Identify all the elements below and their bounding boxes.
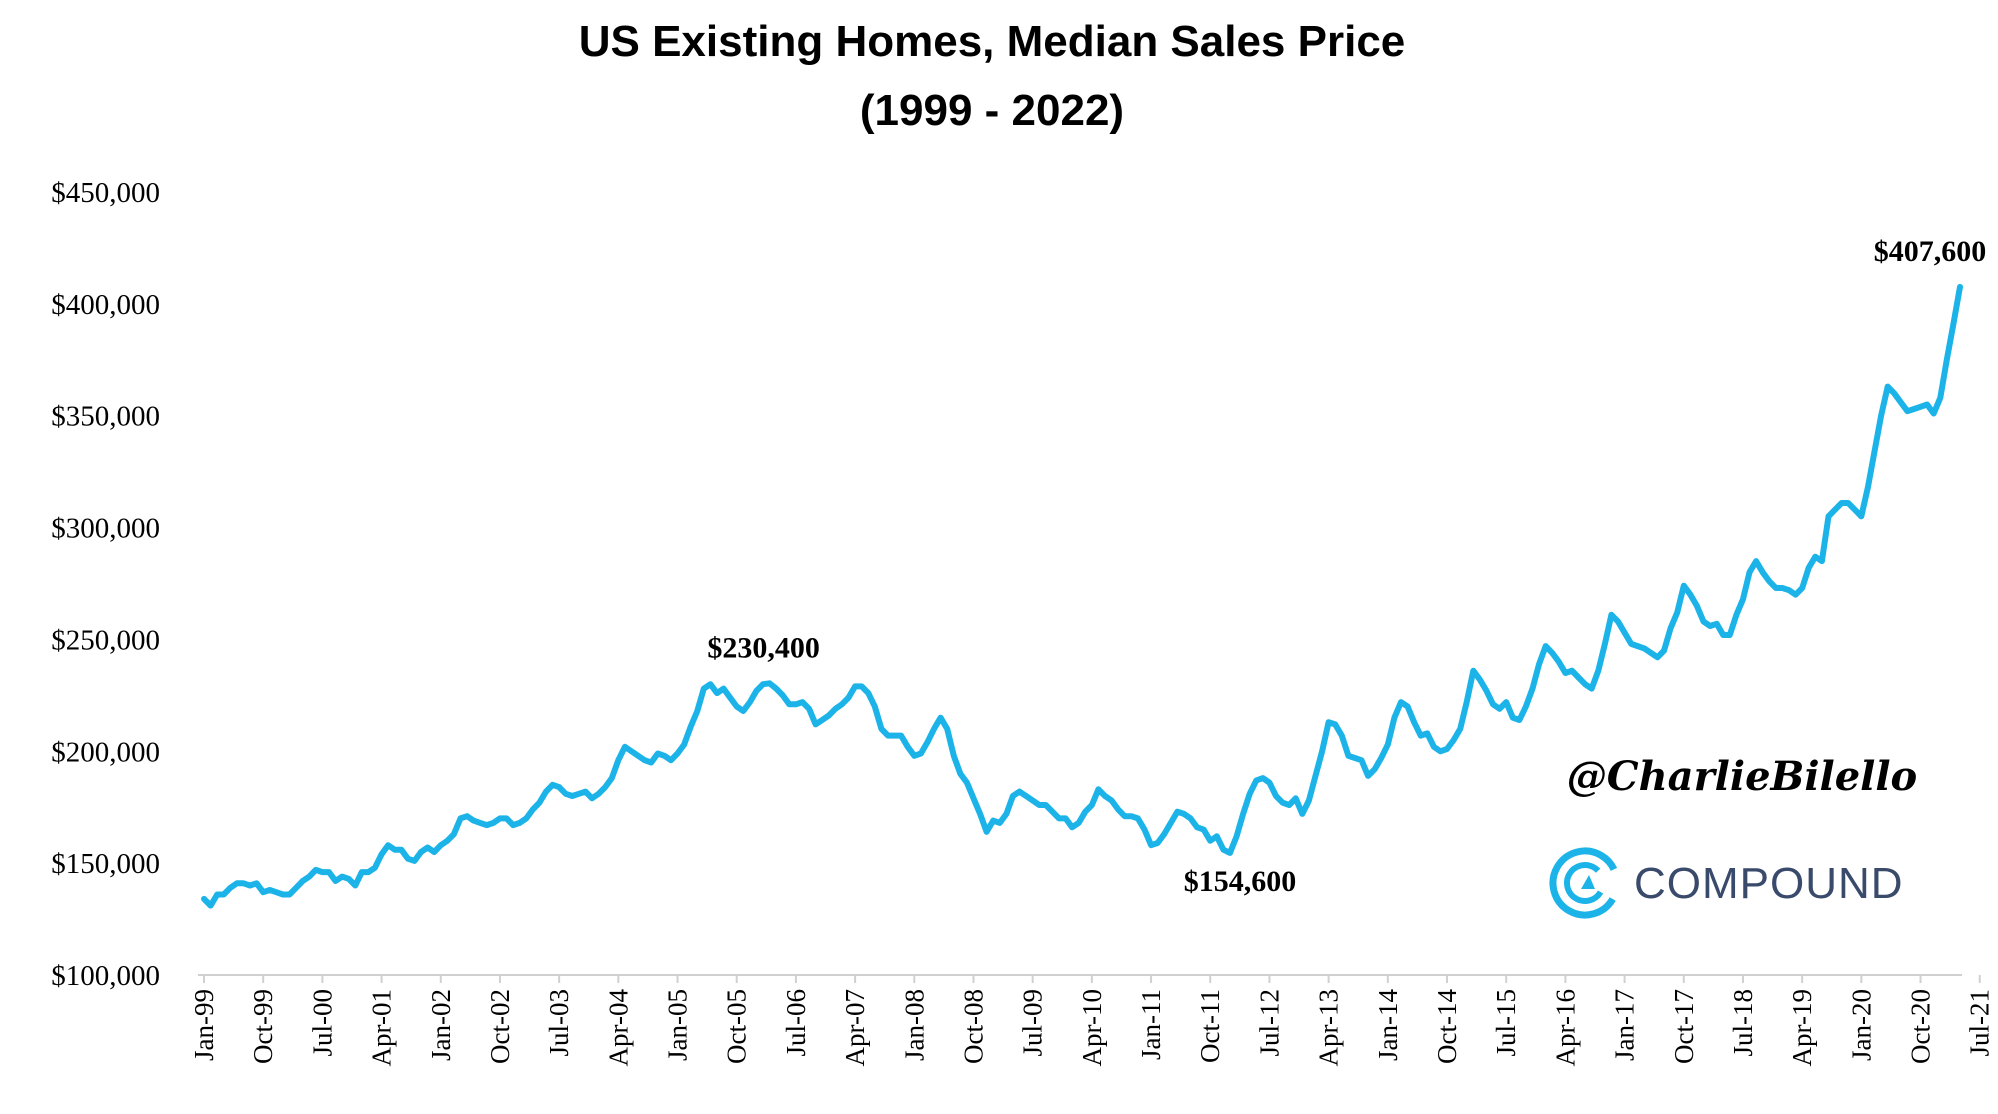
y-tick-label: $250,000 (51, 624, 160, 656)
y-tick-label: $400,000 (51, 289, 160, 321)
x-tick-label: Oct-08 (958, 989, 988, 1064)
x-tick-label: Apr-01 (367, 989, 397, 1066)
data-label-annotation: $154,600 (1184, 865, 1297, 898)
x-tick-label: Apr-16 (1550, 989, 1580, 1066)
x-tick-label: Oct-14 (1432, 989, 1462, 1064)
x-tick-label: Oct-11 (1195, 989, 1225, 1063)
x-tick-label: Apr-07 (840, 989, 870, 1066)
x-tick-label: Oct-99 (248, 989, 278, 1064)
data-label-annotation: $407,600 (1874, 235, 1987, 268)
x-tick-label: Apr-10 (1077, 989, 1107, 1066)
x-tick-label: Jan-05 (663, 989, 693, 1061)
watermark-handle: @CharlieBilello (1567, 753, 1917, 800)
y-tick-label: $300,000 (51, 513, 160, 545)
x-tick-label: Oct-20 (1906, 989, 1936, 1064)
x-tick-label: Jul-06 (781, 989, 811, 1057)
x-tick-label: Jan-99 (189, 989, 219, 1061)
x-tick-label: Jan-14 (1373, 989, 1403, 1061)
x-tick-label: Jan-20 (1846, 989, 1876, 1061)
series-line-median-price (201, 283, 1963, 909)
x-tick-label: Oct-17 (1669, 989, 1699, 1064)
y-tick-label: $350,000 (51, 401, 160, 433)
y-axis: $100,000 $150,000 $200,000 $250,000 $300,000… (51, 177, 160, 992)
x-tick-label: Apr-13 (1314, 989, 1344, 1066)
x-tick-label: Jul-09 (1018, 989, 1048, 1057)
chart-subtitle: (1999 - 2022) (860, 86, 1124, 135)
x-tick-label: Jan-11 (1136, 989, 1166, 1060)
compound-logo-icon (1549, 847, 1621, 919)
x-tick-label: Jul-15 (1491, 989, 1521, 1057)
y-tick-label: $150,000 (51, 848, 160, 880)
annotations: $230,400 $154,600 $407,600 (707, 235, 1986, 898)
x-tick-label: Jul-18 (1728, 989, 1758, 1057)
watermark-brand: COMPOUND (1634, 859, 1904, 908)
y-tick-label: $450,000 (51, 177, 160, 209)
x-tick-label: Jul-03 (544, 989, 574, 1057)
y-tick-label: $100,000 (51, 960, 160, 992)
x-tick-label: Oct-05 (722, 989, 752, 1064)
x-tick-label: Jul-00 (307, 989, 337, 1057)
x-axis: Jan-99 Oct-99 Jul-00 Apr-01 Jan-02 Oct-02 Jul-… (189, 975, 1995, 1067)
x-tick-label: Oct-02 (485, 989, 515, 1064)
x-tick-label: Jan-17 (1610, 989, 1640, 1061)
x-tick-label: Apr-04 (603, 989, 633, 1067)
x-tick-label: Jan-08 (899, 989, 929, 1061)
x-tick-label: Jan-02 (426, 989, 456, 1061)
y-tick-label: $200,000 (51, 736, 160, 768)
data-label-annotation: $230,400 (707, 631, 820, 664)
x-tick-label: Jul-21 (1965, 989, 1995, 1057)
chart-title: US Existing Homes, Median Sales Price (579, 17, 1406, 66)
watermark: @CharlieBilello COMPOUND (1549, 753, 1917, 919)
x-tick-label: Jul-12 (1254, 989, 1284, 1057)
x-tick-label: Apr-19 (1787, 989, 1817, 1066)
